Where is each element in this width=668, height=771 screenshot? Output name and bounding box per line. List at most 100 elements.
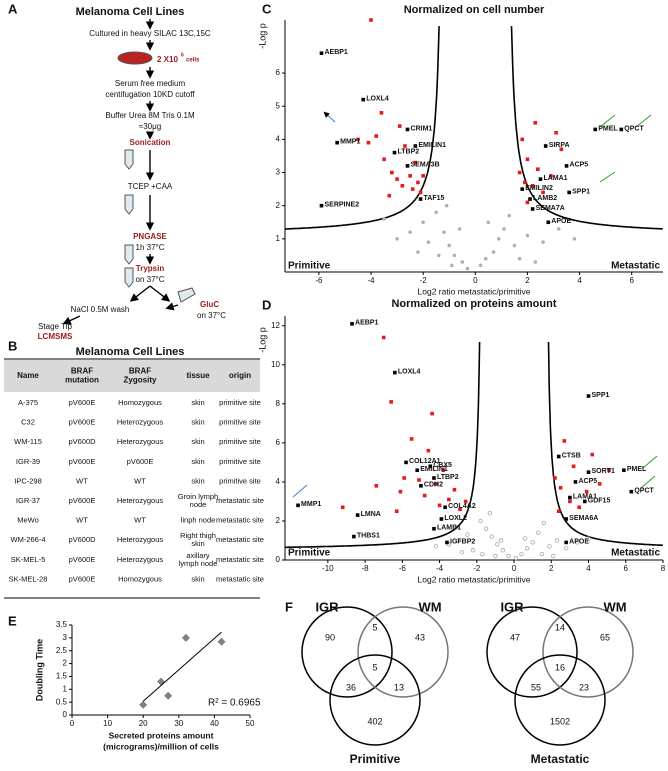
x-tick-label: 20 — [139, 719, 148, 728]
annotation: Primitive — [288, 548, 331, 559]
x-tick-label: -6 — [399, 564, 407, 573]
point — [405, 127, 410, 132]
point-label: CTSB — [562, 452, 581, 459]
point — [607, 468, 611, 473]
point-label: SERPINE2 — [324, 202, 359, 209]
venn-circle — [329, 654, 421, 746]
venn-circle — [486, 606, 578, 698]
point — [434, 482, 438, 486]
table-cell: C32 — [21, 418, 35, 427]
point-label: LAMA1 — [543, 175, 567, 182]
point — [530, 207, 535, 211]
venn-count: 23 — [579, 682, 589, 692]
x-axis-label: Secreted proteins amount (micrograms)/mil… — [103, 731, 219, 752]
table-cell: pV600E — [69, 418, 96, 427]
point — [390, 170, 394, 175]
point — [392, 150, 397, 155]
point — [340, 505, 345, 510]
point-label: LAMB2 — [533, 195, 557, 202]
table-cell: Heterozygous — [117, 437, 164, 446]
point-label: SEMA3B — [411, 162, 440, 169]
point — [463, 499, 468, 504]
point — [513, 555, 519, 561]
flow-step: Stage Tip — [38, 322, 72, 331]
venn-circle — [542, 606, 634, 698]
point — [536, 530, 541, 535]
point — [530, 540, 535, 545]
point — [556, 227, 561, 231]
flow-step: centifugation 10KD cutoff — [105, 90, 195, 99]
table-cell: primitive site — [219, 457, 261, 466]
point — [622, 468, 626, 473]
y-tick-label: 2 — [276, 201, 281, 210]
point-label: QPCT — [634, 488, 654, 495]
point — [584, 489, 589, 494]
point-label: IGFBP2 — [450, 538, 475, 545]
table-cell: pV600E — [69, 496, 96, 505]
point-label: CRIM1 — [411, 125, 433, 132]
point — [437, 253, 441, 258]
table-cell: pV600E — [127, 457, 154, 466]
flow-step: Cultured in heavy SILAC 13C,15C — [89, 29, 211, 38]
point — [432, 526, 436, 531]
table-cell: Heterozygous — [117, 496, 164, 505]
table-cell: WT — [76, 516, 88, 525]
y-tick-label: 4 — [276, 477, 281, 486]
y-tick-label: 8 — [276, 399, 281, 408]
table-cell: WM-115 — [14, 437, 42, 446]
point-label: SPP1 — [592, 392, 610, 399]
point-label: EMILIN2 — [525, 185, 553, 192]
panel-label: E — [8, 613, 17, 628]
x-tick-label: -10 — [322, 564, 334, 573]
table-cell: primitive site — [219, 398, 261, 407]
flowchart: Melanoma Cell Lines Cultured in heavy SI… — [38, 6, 227, 341]
point — [458, 507, 462, 512]
point-label: CBX5 — [433, 462, 452, 469]
point — [519, 551, 524, 557]
table-cell: IGR-37 — [16, 496, 40, 505]
point — [550, 553, 556, 559]
point-label: EMILIN1 — [418, 142, 446, 149]
table-cell: IPC-298 — [14, 476, 42, 485]
point — [441, 468, 446, 473]
point — [536, 167, 540, 172]
point-label: COL4A2 — [448, 503, 476, 510]
table-cell: A-375 — [18, 398, 38, 407]
point — [483, 256, 488, 261]
point — [413, 160, 418, 165]
flow-step: on 37°C — [197, 311, 226, 320]
table-cell: pV600E — [69, 574, 96, 583]
point — [434, 210, 439, 215]
point — [419, 484, 423, 488]
point — [525, 157, 530, 162]
table-header: tissue — [186, 371, 210, 380]
point-label: MMP1 — [340, 139, 360, 146]
x-tick-label: 4 — [577, 276, 582, 285]
point — [523, 536, 528, 541]
point — [500, 548, 506, 553]
point — [564, 517, 568, 521]
point — [417, 478, 421, 482]
x-axis-label-line: Secreted proteins amount — [109, 731, 214, 741]
point — [524, 546, 530, 551]
y-tick-label: 1.5 — [56, 672, 68, 681]
point — [525, 200, 530, 205]
point — [382, 217, 386, 221]
point — [418, 190, 423, 195]
table-cell: skin — [191, 574, 204, 583]
x-axis-label: Log2 ratio metastatic/primitive — [418, 574, 531, 584]
table-cell-line: lymph node — [179, 559, 218, 568]
point — [296, 503, 300, 508]
annotation: Metastatic — [611, 548, 660, 559]
y-tick-label: 1 — [63, 684, 68, 693]
x-tick-label: -8 — [362, 564, 370, 573]
point-label: APOE — [551, 218, 571, 225]
point — [447, 497, 451, 502]
y-tick-label: 3 — [63, 633, 68, 642]
table-cell: primitive site — [219, 437, 261, 446]
point — [517, 256, 522, 261]
x-tick-label: 2 — [549, 564, 554, 573]
venn-circle — [357, 606, 449, 698]
point — [582, 499, 587, 504]
